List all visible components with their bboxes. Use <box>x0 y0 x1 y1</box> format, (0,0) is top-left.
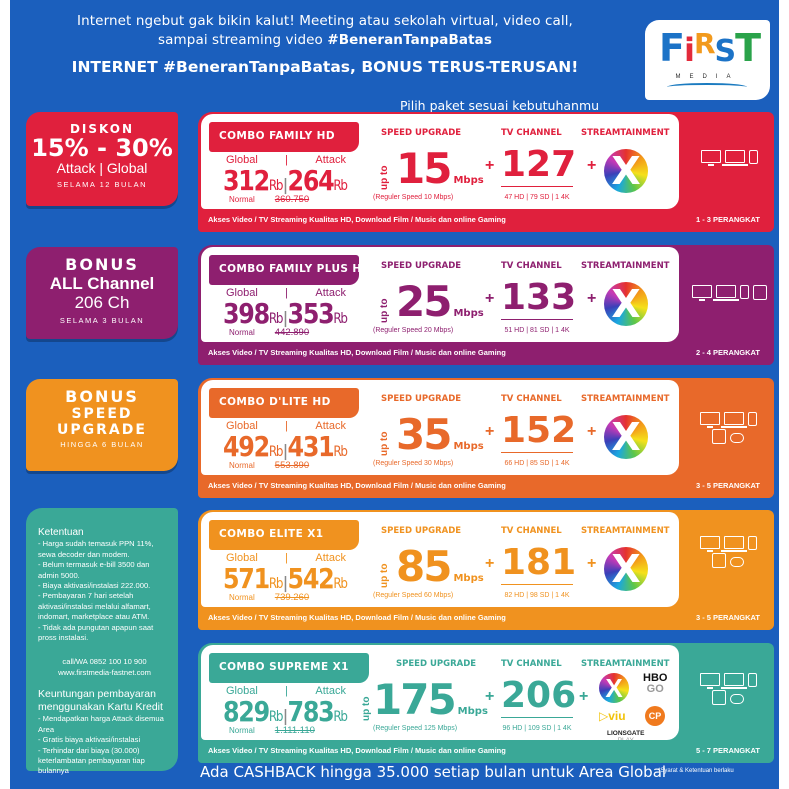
global-price: 829 <box>223 695 270 728</box>
terms-title: Ketentuan <box>38 527 84 538</box>
package-name: COMBO FAMILY PLUS HD <box>209 255 370 285</box>
package-name: COMBO FAMILY HD <box>209 122 359 152</box>
promo-bonus-speed: BONUS SPEED UPGRADE HINGGA 6 BULAN <box>26 379 178 471</box>
tagline: INTERNET #BeneranTanpaBatas, BONUS TERUS… <box>71 58 579 76</box>
gamepad-icon <box>730 694 744 704</box>
phone-icon <box>747 673 757 687</box>
global-price: 571 <box>223 562 270 595</box>
global-price: 398 <box>223 297 270 330</box>
card-footer: Akses Video / TV Streaming Kualitas HD, … <box>198 475 774 498</box>
right-border <box>779 0 789 789</box>
package-card-dlite-hd[interactable]: COMBO D'LITE HD Global | Attack 492Rb|431R… <box>198 378 774 498</box>
card-footer: Akses Video / TV Streaming Kualitas HD, … <box>198 209 774 232</box>
phone-icon <box>747 412 757 426</box>
card-footer: Akses Video / TV Streaming Kualitas HD, … <box>198 740 774 763</box>
package-name: COMBO ELITE X1 <box>209 520 359 550</box>
attack-price: 783 <box>287 695 335 728</box>
package-card-family-hd[interactable]: COMBO FAMILY HD Global | Attack 312Rb|264R… <box>198 112 774 232</box>
package-name: COMBO D'LITE HD <box>209 388 359 418</box>
indihome-x-logo: X <box>604 415 648 459</box>
intro-text: Internet ngebut gak bikin kalut! Meeting… <box>77 13 573 48</box>
card-footer: Akses Video / TV Streaming Kualitas HD, … <box>198 342 774 365</box>
tablet-icon <box>712 690 726 705</box>
terms-box: Ketentuan - Harga sudah temasuk PPN 11%,… <box>26 508 178 775</box>
laptop-icon <box>720 673 747 689</box>
logo-wordmark: FiRST <box>659 26 761 70</box>
laptop-icon <box>720 412 747 428</box>
indihome-x-logo: X <box>599 673 629 703</box>
device-icons <box>698 412 758 444</box>
package-name: COMBO SUPREME X1 <box>209 653 369 683</box>
tv-icon <box>699 412 720 428</box>
global-price: 312 <box>223 164 270 197</box>
left-border <box>0 0 10 789</box>
device-icons <box>686 150 772 166</box>
normal-price: Normal 360.750 <box>229 194 310 205</box>
attack-price: 542 <box>287 562 335 595</box>
catchplay-logo: CP <box>645 706 665 726</box>
tablet-icon <box>712 429 726 444</box>
tv-icon <box>700 150 721 166</box>
indihome-x-logo: X <box>604 149 648 193</box>
tablet-icon <box>712 553 726 568</box>
contact-website[interactable]: www.firstmedia-fastnet.com <box>58 667 151 677</box>
package-card-elite-x1[interactable]: COMBO ELITE X1 Global | Attack 571Rb|542Rb… <box>198 510 774 630</box>
laptop-icon <box>712 285 739 301</box>
device-icons <box>698 536 758 568</box>
subtitle: Pilih paket sesuai kebutuhanmu <box>400 98 600 113</box>
card-footer: Akses Video / TV Streaming Kualitas HD, … <box>198 607 774 630</box>
tv-icon <box>691 285 712 301</box>
device-icons <box>686 285 772 301</box>
attack-price: 353 <box>287 297 335 330</box>
indihome-x-logo: X <box>604 282 648 326</box>
hbo-go-logo: HBO GO <box>643 672 668 695</box>
package-card-supreme-x1[interactable]: COMBO SUPREME X1 Global | Attack 829Rb|783… <box>198 643 774 763</box>
viu-logo: ▷viu <box>599 709 626 723</box>
terms-note: *Syarat & Ketentuan berlaku <box>658 768 734 774</box>
promo-bonus-channel: BONUS ALL Channel 206 Ch SELAMA 3 BULAN <box>26 247 178 339</box>
indihome-x-logo: X <box>604 547 648 591</box>
speed-value: 15 Mbps <box>396 144 484 193</box>
attack-price: 431 <box>287 430 335 463</box>
phone-icon <box>748 150 758 164</box>
phone-icon <box>747 536 757 550</box>
package-card-family-plus-hd[interactable]: COMBO FAMILY PLUS HD Global | Attack 398Rb… <box>198 245 774 365</box>
contact-info: call/WA 0852 100 10 900 www.firstmedia-f… <box>38 657 171 678</box>
global-price: 492 <box>223 430 270 463</box>
tv-icon <box>699 536 720 552</box>
phone-icon <box>739 285 749 299</box>
channel-count: 127 <box>501 144 577 187</box>
logo-swoosh <box>667 83 747 91</box>
gamepad-icon <box>730 557 744 567</box>
contact-phone[interactable]: call/WA 0852 100 10 900 <box>62 657 147 667</box>
first-media-logo: FiRST MEDIA <box>645 20 770 100</box>
benefit-title: Keuntungan pembayaran menggunakan Kartu … <box>38 688 163 714</box>
prices: 312Rb|264Rb <box>223 164 348 197</box>
tablet-icon <box>752 285 767 300</box>
promo-discount: DISKON 15% - 30% Attack | Global SELAMA … <box>26 112 178 206</box>
header: Internet ngebut gak bikin kalut! Meeting… <box>20 12 630 113</box>
device-icons <box>698 673 758 705</box>
cashback-banner: Ada CASHBACK hingga 35.000 setiap bulan … <box>200 763 667 781</box>
laptop-icon <box>720 536 747 552</box>
gamepad-icon <box>730 433 744 443</box>
price-labels: Global | Attack <box>226 154 346 166</box>
tv-icon <box>699 673 720 689</box>
logo-media-text: MEDIA <box>675 74 740 80</box>
attack-price: 264 <box>287 164 335 197</box>
laptop-icon <box>721 150 748 166</box>
